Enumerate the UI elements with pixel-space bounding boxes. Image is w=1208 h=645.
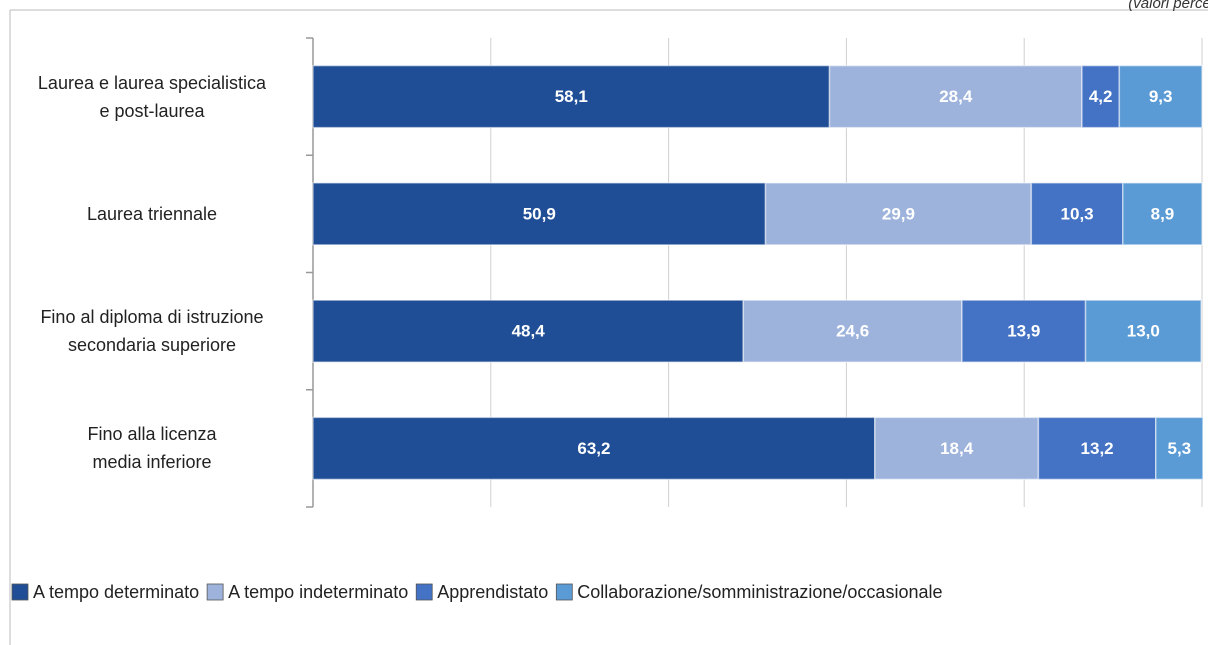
legend-label: A tempo indeterminato (228, 582, 408, 602)
bar-segment (1030, 182, 1124, 246)
data-label: 29,9 (882, 204, 915, 223)
bar-segment (961, 299, 1087, 363)
data-label: 58,1 (555, 87, 588, 106)
data-label: 13,0 (1127, 322, 1160, 341)
legend-swatch (555, 583, 573, 601)
bar-segment (1122, 182, 1203, 246)
legend-label: Collaborazione/somministrazione/occasion… (577, 582, 942, 602)
data-label: 13,2 (1081, 439, 1114, 458)
legend-swatch (206, 583, 224, 601)
bar-segment (1155, 416, 1204, 481)
bar-segment (1084, 299, 1202, 363)
y-tick-label: Laurea e laurea specialistica e post-lau… (37, 72, 267, 121)
data-label: 10,3 (1061, 204, 1094, 223)
legend-swatch (11, 583, 29, 601)
bar-segment (1081, 64, 1121, 129)
subtitle: (valori percentuali) (1128, 0, 1208, 12)
bar-segment (1037, 416, 1157, 481)
legend-label: A tempo determinato (33, 582, 199, 602)
data-label: 63,2 (577, 439, 610, 458)
legend-label: Apprendistato (437, 582, 548, 602)
y-tick-label: Fino al diploma di istruzione secondaria… (40, 307, 264, 356)
bar-segment (312, 299, 745, 363)
data-label: 50,9 (523, 204, 556, 223)
legend-swatch (415, 583, 433, 601)
y-tick-label: Fino alla licenza media inferiore (87, 424, 217, 473)
data-label: 24,6 (836, 322, 869, 341)
y-tick-label: Laurea triennale (86, 203, 218, 224)
bar-segment (874, 416, 1040, 481)
bar-segment (312, 182, 767, 246)
data-label: 48,4 (512, 322, 546, 341)
data-label: 13,9 (1007, 322, 1040, 341)
data-label: 8,9 (1151, 204, 1175, 223)
data-label: 4,2 (1089, 87, 1113, 106)
bar-segment (764, 182, 1033, 246)
bar-segment (828, 64, 1083, 129)
data-label: 28,4 (939, 87, 973, 106)
bar-segment (312, 416, 876, 481)
bar-segment (1118, 64, 1203, 129)
data-label: 18,4 (940, 439, 974, 458)
bar-segment (742, 299, 963, 363)
bar-segment (312, 64, 831, 129)
data-label: 5,3 (1168, 439, 1192, 458)
data-label: 9,3 (1149, 87, 1173, 106)
